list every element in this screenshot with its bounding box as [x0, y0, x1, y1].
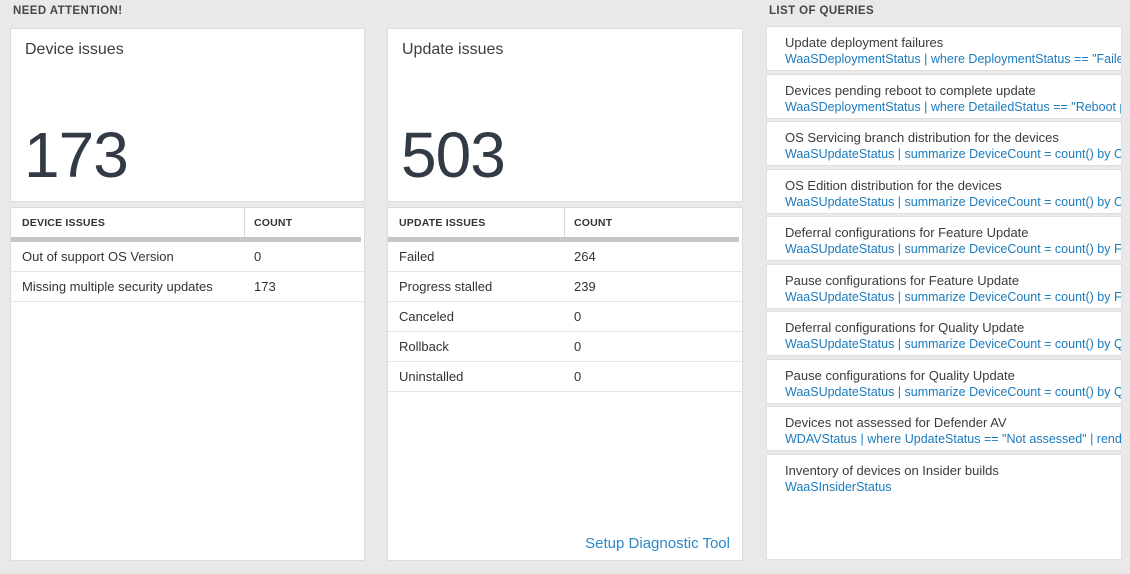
- table-row[interactable]: Progress stalled 239: [388, 272, 742, 302]
- row-count: 0: [254, 249, 262, 264]
- query-link[interactable]: WaaSUpdateStatus | summarize DeviceCount…: [785, 290, 1122, 304]
- query-item[interactable]: OS Edition distribution for the devices …: [766, 169, 1122, 214]
- query-link[interactable]: WDAVStatus | where UpdateStatus == "Not …: [785, 432, 1122, 446]
- list-of-queries-section-label: LIST OF QUERIES: [769, 5, 875, 17]
- device-issues-tile[interactable]: Device issues 173: [10, 28, 365, 202]
- query-link[interactable]: WaaSUpdateStatus | summarize DeviceCount…: [785, 337, 1122, 351]
- query-link[interactable]: WaaSUpdateStatus | summarize DeviceCount…: [785, 195, 1121, 209]
- device-issues-table-panel: DEVICE ISSUES COUNT Out of support OS Ve…: [10, 207, 365, 561]
- need-attention-section-label: NEED ATTENTION!: [13, 5, 123, 17]
- row-count: 264: [574, 249, 596, 264]
- query-title: Inventory of devices on Insider builds: [785, 463, 999, 478]
- update-issues-count-header-cell: COUNT: [565, 208, 742, 237]
- row-count: 0: [574, 339, 582, 354]
- update-issues-header-label: UPDATE ISSUES: [399, 216, 486, 229]
- update-issues-count: 503: [401, 119, 506, 191]
- update-issues-count-header-label: COUNT: [574, 216, 613, 229]
- row-count: 239: [574, 279, 596, 294]
- query-link[interactable]: WaaSDeploymentStatus | where DetailedSta…: [785, 100, 1122, 114]
- table-row[interactable]: Missing multiple security updates 173: [11, 272, 364, 302]
- table-row[interactable]: Canceled 0: [388, 302, 742, 332]
- query-item[interactable]: Devices not assessed for Defender AV WDA…: [766, 406, 1122, 451]
- query-title: Pause configurations for Feature Update: [785, 273, 1020, 288]
- query-item[interactable]: Devices pending reboot to complete updat…: [766, 74, 1122, 119]
- update-issues-tile[interactable]: Update issues 503: [387, 28, 743, 202]
- row-label: Failed: [399, 249, 435, 264]
- query-link[interactable]: WaaSUpdateStatus | summarize DeviceCount…: [785, 385, 1122, 399]
- query-title: Update deployment failures: [785, 35, 944, 50]
- device-issues-tile-title: Device issues: [25, 41, 124, 58]
- query-link[interactable]: WaaSDeploymentStatus | where DeploymentS…: [785, 52, 1122, 66]
- query-link[interactable]: WaaSInsiderStatus: [785, 480, 892, 494]
- query-item[interactable]: Pause configurations for Quality Update …: [766, 359, 1122, 404]
- table-row[interactable]: Failed 264: [388, 242, 742, 272]
- row-label: Rollback: [399, 339, 449, 354]
- device-issues-count: 173: [24, 119, 129, 191]
- device-issues-header-cell: DEVICE ISSUES: [11, 208, 245, 237]
- update-issues-tile-title: Update issues: [402, 41, 504, 58]
- query-title: OS Servicing branch distribution for the…: [785, 130, 1059, 145]
- query-item[interactable]: Deferral configurations for Quality Upda…: [766, 311, 1122, 356]
- row-count: 0: [574, 309, 582, 324]
- query-title: Deferral configurations for Quality Upda…: [785, 320, 1025, 335]
- row-label: Uninstalled: [399, 369, 464, 384]
- table-row[interactable]: Out of support OS Version 0: [11, 242, 364, 272]
- query-title: Deferral configurations for Feature Upda…: [785, 225, 1029, 240]
- row-label: Canceled: [399, 309, 454, 324]
- query-title: Pause configurations for Quality Update: [785, 368, 1015, 383]
- query-link[interactable]: WaaSUpdateStatus | summarize DeviceCount…: [785, 147, 1121, 161]
- query-item[interactable]: Update deployment failures WaaSDeploymen…: [766, 26, 1122, 71]
- query-item[interactable]: Pause configurations for Feature Update …: [766, 264, 1122, 309]
- table-header-divider-bar: [11, 237, 361, 242]
- row-count: 0: [574, 369, 582, 384]
- update-issues-table-panel: UPDATE ISSUES COUNT Failed 264 Progress …: [387, 207, 743, 561]
- query-item[interactable]: Inventory of devices on Insider builds W…: [766, 454, 1122, 560]
- device-issues-table-header: DEVICE ISSUES COUNT: [11, 208, 364, 237]
- query-title: Devices not assessed for Defender AV: [785, 415, 1007, 430]
- device-issues-count-header-label: COUNT: [254, 216, 293, 229]
- update-issues-header-cell: UPDATE ISSUES: [388, 208, 565, 237]
- device-issues-count-header-cell: COUNT: [245, 208, 364, 237]
- query-title: Devices pending reboot to complete updat…: [785, 83, 1036, 98]
- query-title: OS Edition distribution for the devices: [785, 178, 1002, 193]
- query-item[interactable]: OS Servicing branch distribution for the…: [766, 121, 1122, 166]
- device-issues-header-label: DEVICE ISSUES: [22, 216, 106, 229]
- table-header-divider-bar: [388, 237, 739, 242]
- update-issues-table-header: UPDATE ISSUES COUNT: [388, 208, 742, 237]
- row-label: Progress stalled: [399, 279, 493, 294]
- table-row[interactable]: Uninstalled 0: [388, 362, 742, 392]
- query-link[interactable]: WaaSUpdateStatus | summarize DeviceCount…: [785, 242, 1122, 256]
- row-label: Missing multiple security updates: [22, 279, 213, 294]
- row-count: 173: [254, 279, 276, 294]
- row-label: Out of support OS Version: [22, 249, 174, 264]
- setup-diagnostic-tool-link[interactable]: Setup Diagnostic Tool: [585, 535, 730, 552]
- query-item[interactable]: Deferral configurations for Feature Upda…: [766, 216, 1122, 261]
- table-row[interactable]: Rollback 0: [388, 332, 742, 362]
